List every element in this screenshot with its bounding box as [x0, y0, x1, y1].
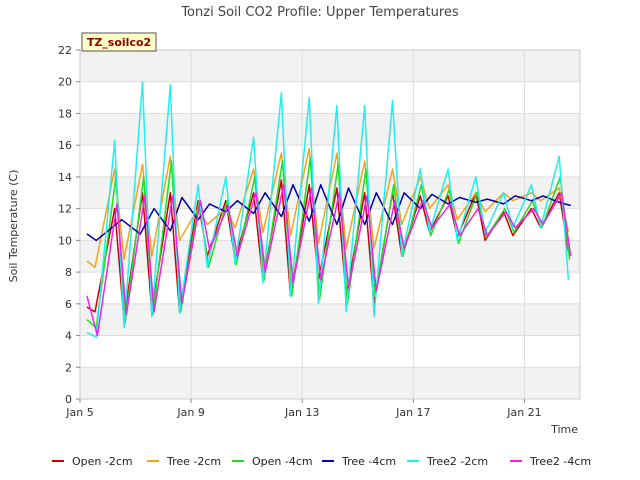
legend-label: Tree2 -4cm — [529, 455, 591, 468]
y-tick-label: 0 — [65, 393, 72, 406]
chart-title: Tonzi Soil CO2 Profile: Upper Temperatur… — [180, 5, 459, 20]
y-tick-label: 8 — [65, 266, 72, 279]
y-tick-label: 12 — [58, 203, 72, 216]
y-tick-label: 14 — [58, 171, 72, 184]
plot-band — [80, 367, 580, 399]
y-tick-label: 16 — [58, 139, 72, 152]
x-axis-label: Time — [550, 423, 578, 436]
series-line-5 — [86, 80, 570, 338]
legend-label: Tree -2cm — [166, 455, 221, 468]
legend-label: Open -4cm — [252, 455, 313, 468]
legend-item: Tree -4cm — [322, 455, 396, 468]
x-tick-label: Jan 13 — [284, 406, 319, 419]
plot-band — [80, 113, 580, 146]
series-line-6 — [86, 184, 572, 337]
x-tick-label: Jan 5 — [65, 406, 93, 419]
plot-band — [80, 50, 580, 82]
legend-item: Tree -2cm — [147, 455, 221, 468]
y-tick-label: 20 — [58, 76, 72, 89]
legend-label: Open -2cm — [72, 455, 133, 468]
series-lines — [86, 80, 572, 338]
plot-band — [80, 303, 580, 336]
y-tick-label: 10 — [58, 234, 72, 247]
legend-item: Open -2cm — [52, 455, 133, 468]
x-tick-label: Jan 9 — [176, 406, 204, 419]
y-tick-label: 4 — [65, 330, 72, 343]
series-line-4 — [86, 184, 571, 242]
legend-item: Open -4cm — [232, 455, 313, 468]
legend-label: Tree -4cm — [341, 455, 396, 468]
badge: TZ_soilco2 — [81, 32, 157, 52]
legend-item: Tree2 -4cm — [510, 455, 591, 468]
x-tick-label: Jan 17 — [395, 406, 430, 419]
y-tick-label: 18 — [58, 107, 72, 120]
badge-box — [81, 32, 157, 52]
y-tick-label: 2 — [65, 361, 72, 374]
y-axis-label: Soil Temperature (C) — [7, 170, 20, 283]
x-axis-ticks: Jan 5 Jan 9 Jan 13 Jan 17 Jan 21 — [65, 399, 542, 419]
legend-item: Tree2 -2cm — [407, 455, 488, 468]
y-axis-ticks: 0 2 4 6 8 10 12 14 16 18 20 22 — [58, 44, 80, 406]
y-tick-label: 6 — [65, 298, 72, 311]
y-tick-label: 22 — [58, 44, 72, 57]
legend: Open -2cm Tree -2cm Open -4cm Tree -4cm Tree… — [52, 455, 591, 468]
plot-frame — [79, 49, 581, 400]
badge-label: TZ_soilco2 — [87, 36, 151, 49]
x-tick-label: Jan 21 — [506, 406, 541, 419]
legend-label: Tree2 -2cm — [426, 455, 488, 468]
